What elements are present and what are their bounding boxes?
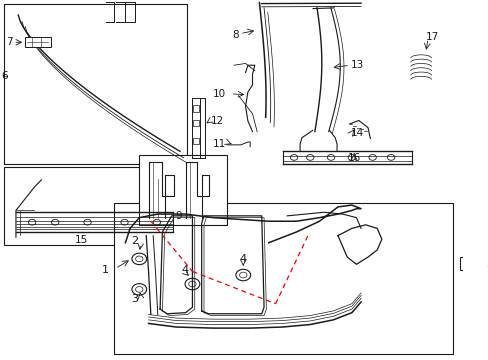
- Text: 4: 4: [181, 265, 188, 275]
- Bar: [193, 138, 199, 144]
- Text: 1: 1: [102, 265, 109, 275]
- Text: 11: 11: [212, 139, 226, 149]
- Text: 12: 12: [210, 116, 224, 126]
- Text: 2: 2: [131, 236, 138, 246]
- Text: 15: 15: [74, 235, 87, 245]
- Bar: [114, 203, 452, 354]
- Text: 4: 4: [239, 254, 246, 264]
- Text: 16: 16: [347, 153, 360, 163]
- Text: 6: 6: [1, 71, 8, 81]
- Bar: [460, 257, 479, 270]
- Text: 7: 7: [5, 37, 12, 47]
- Text: 5: 5: [485, 259, 488, 269]
- Text: 9: 9: [175, 211, 182, 221]
- Text: 10: 10: [213, 89, 226, 99]
- Text: 3: 3: [131, 294, 138, 305]
- Bar: [25, 37, 50, 47]
- Bar: [193, 105, 199, 112]
- Bar: [193, 120, 199, 126]
- Text: 14: 14: [350, 128, 364, 138]
- Text: 13: 13: [350, 60, 364, 70]
- Text: 17: 17: [425, 32, 438, 41]
- Bar: [139, 155, 226, 225]
- Text: 8: 8: [231, 30, 238, 40]
- Bar: [4, 4, 186, 164]
- Bar: [4, 167, 186, 244]
